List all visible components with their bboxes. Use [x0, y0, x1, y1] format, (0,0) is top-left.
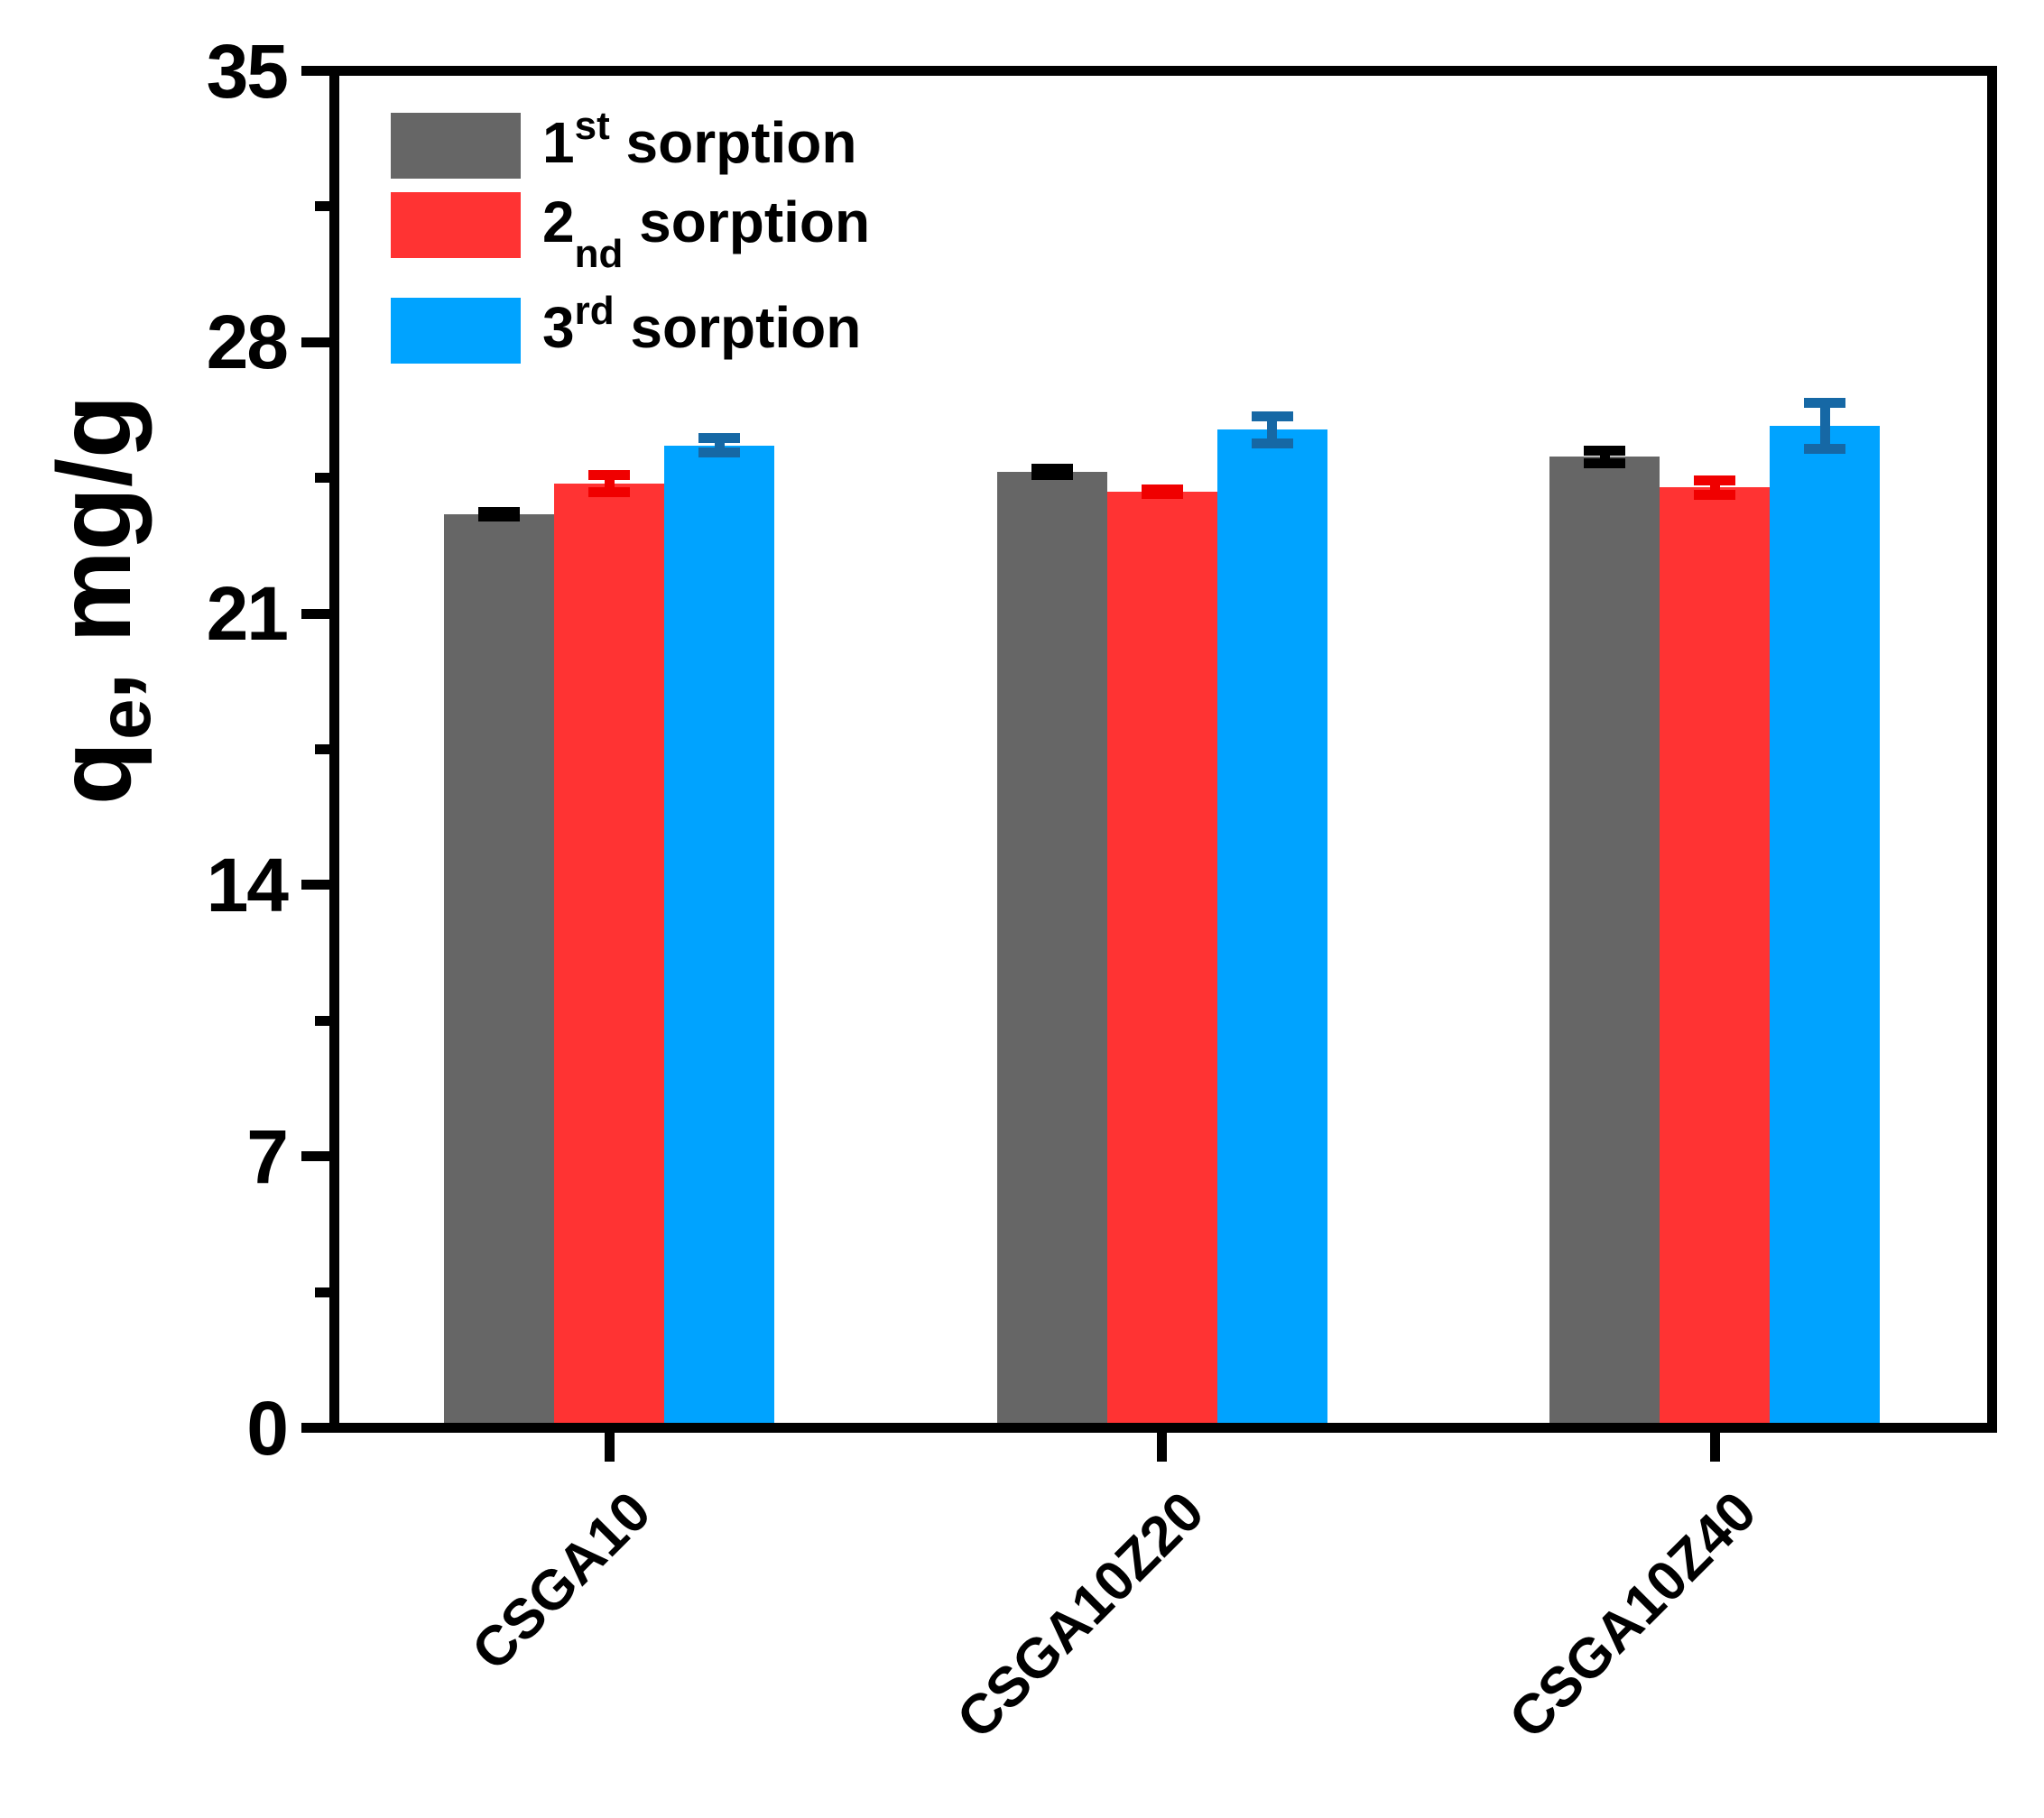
y-minor-tick-10.5: [315, 1015, 329, 1026]
error-bar-1st-sorption-CSGA10Z40-lower-cap: [1584, 457, 1625, 468]
error-bar-3rd-sorption-CSGA10Z40-upper-cap: [1804, 398, 1845, 409]
bar-3rd-sorption-CSGA10Z40: [1770, 426, 1880, 1423]
error-bar-1st-sorption-CSGA10Z40-stem: [1599, 450, 1610, 464]
bar-3rd-sorption-CSGA10Z20: [1216, 429, 1327, 1423]
error-bar-3rd-sorption-CSGA10Z20-stem: [1267, 416, 1277, 444]
y-tick-label-7: 7: [246, 1113, 289, 1199]
error-bar-2nd-sorption-CSGA10-stem: [604, 475, 615, 493]
error-bar-2nd-sorption-CSGA10Z40-stem: [1709, 480, 1720, 495]
y-axis-title-subscript: e: [84, 698, 166, 740]
legend-label-2nd-sorption: 2nd sorption: [542, 189, 871, 276]
y-tick-label-14: 14: [206, 842, 289, 927]
legend-label-1st-sorption: 1st sorption: [542, 103, 857, 175]
y-minor-tick-3.5: [315, 1287, 329, 1297]
error-bar-3rd-sorption-CSGA10Z40-lower-cap: [1804, 444, 1845, 455]
error-bar-2nd-sorption-CSGA10-upper-cap: [588, 470, 630, 481]
bar-1st-sorption-CSGA10: [444, 514, 554, 1423]
y-minor-tick-31.5: [315, 201, 329, 212]
y-major-tick-21: [301, 608, 329, 619]
x-category-label-CSGA10Z40: CSGA10Z40: [1497, 1480, 1769, 1751]
legend-row-2nd-sorption: 2nd sorption: [391, 189, 870, 276]
error-bar-3rd-sorption-CSGA10Z40-stem: [1819, 402, 1830, 449]
y-major-tick-7: [301, 1151, 329, 1162]
error-bar-3rd-sorption-CSGA10-stem: [714, 438, 725, 453]
y-tick-label-35: 35: [206, 28, 289, 114]
error-bar-3rd-sorption-CSGA10-upper-cap: [698, 433, 740, 444]
y-major-tick-0: [301, 1423, 329, 1433]
x-tick-CSGA10Z40: [1709, 1433, 1720, 1462]
legend-row-3rd-sorption: 3rd sorption: [391, 288, 862, 364]
y-axis-title-base: q: [37, 741, 153, 806]
y-major-tick-28: [301, 337, 329, 347]
y-tick-label-0: 0: [246, 1385, 289, 1471]
bar-2nd-sorption-CSGA10Z20: [1106, 491, 1217, 1423]
x-category-label-CSGA10Z20: CSGA10Z20: [945, 1480, 1216, 1751]
x-tick-CSGA10Z20: [1157, 1433, 1167, 1462]
y-tick-label-28: 28: [206, 300, 289, 385]
bar-1st-sorption-CSGA10Z20: [996, 472, 1107, 1423]
legend-swatch-1st-sorption: [391, 113, 521, 179]
bar-1st-sorption-CSGA10Z40: [1549, 457, 1660, 1423]
legend-swatch-3rd-sorption: [391, 298, 521, 364]
legend-swatch-2nd-sorption: [391, 192, 521, 258]
error-bar-2nd-sorption-CSGA10Z20-lower-cap: [1141, 488, 1183, 499]
error-bar-3rd-sorption-CSGA10-lower-cap: [698, 447, 740, 457]
y-major-tick-14: [301, 880, 329, 891]
bar-2nd-sorption-CSGA10: [554, 484, 664, 1423]
bar-2nd-sorption-CSGA10Z40: [1660, 487, 1770, 1423]
x-tick-CSGA10: [604, 1433, 615, 1462]
error-bar-3rd-sorption-CSGA10Z20-upper-cap: [1251, 411, 1293, 422]
error-bar-1st-sorption-CSGA10Z20-upper-cap: [1031, 464, 1073, 475]
error-bar-1st-sorption-CSGA10Z40-upper-cap: [1584, 445, 1625, 456]
error-bar-2nd-sorption-CSGA10Z40-upper-cap: [1694, 475, 1735, 485]
y-minor-tick-24.5: [315, 473, 329, 484]
error-bar-3rd-sorption-CSGA10Z20-lower-cap: [1251, 438, 1293, 448]
error-bar-2nd-sorption-CSGA10-lower-cap: [588, 487, 630, 498]
error-bar-1st-sorption-CSGA10-lower-cap: [478, 512, 520, 522]
y-tick-label-21: 21: [206, 571, 289, 657]
error-bar-2nd-sorption-CSGA10Z40-lower-cap: [1694, 490, 1735, 501]
error-bar-1st-sorption-CSGA10Z20-lower-cap: [1031, 470, 1073, 481]
y-major-tick-35: [301, 66, 329, 76]
legend-row-1st-sorption: 1st sorption: [391, 103, 857, 179]
legend-label-3rd-sorption: 3rd sorption: [542, 288, 862, 360]
x-category-label-CSGA10: CSGA10: [460, 1480, 663, 1683]
bar-3rd-sorption-CSGA10: [664, 445, 774, 1423]
y-minor-tick-17.5: [315, 744, 329, 754]
